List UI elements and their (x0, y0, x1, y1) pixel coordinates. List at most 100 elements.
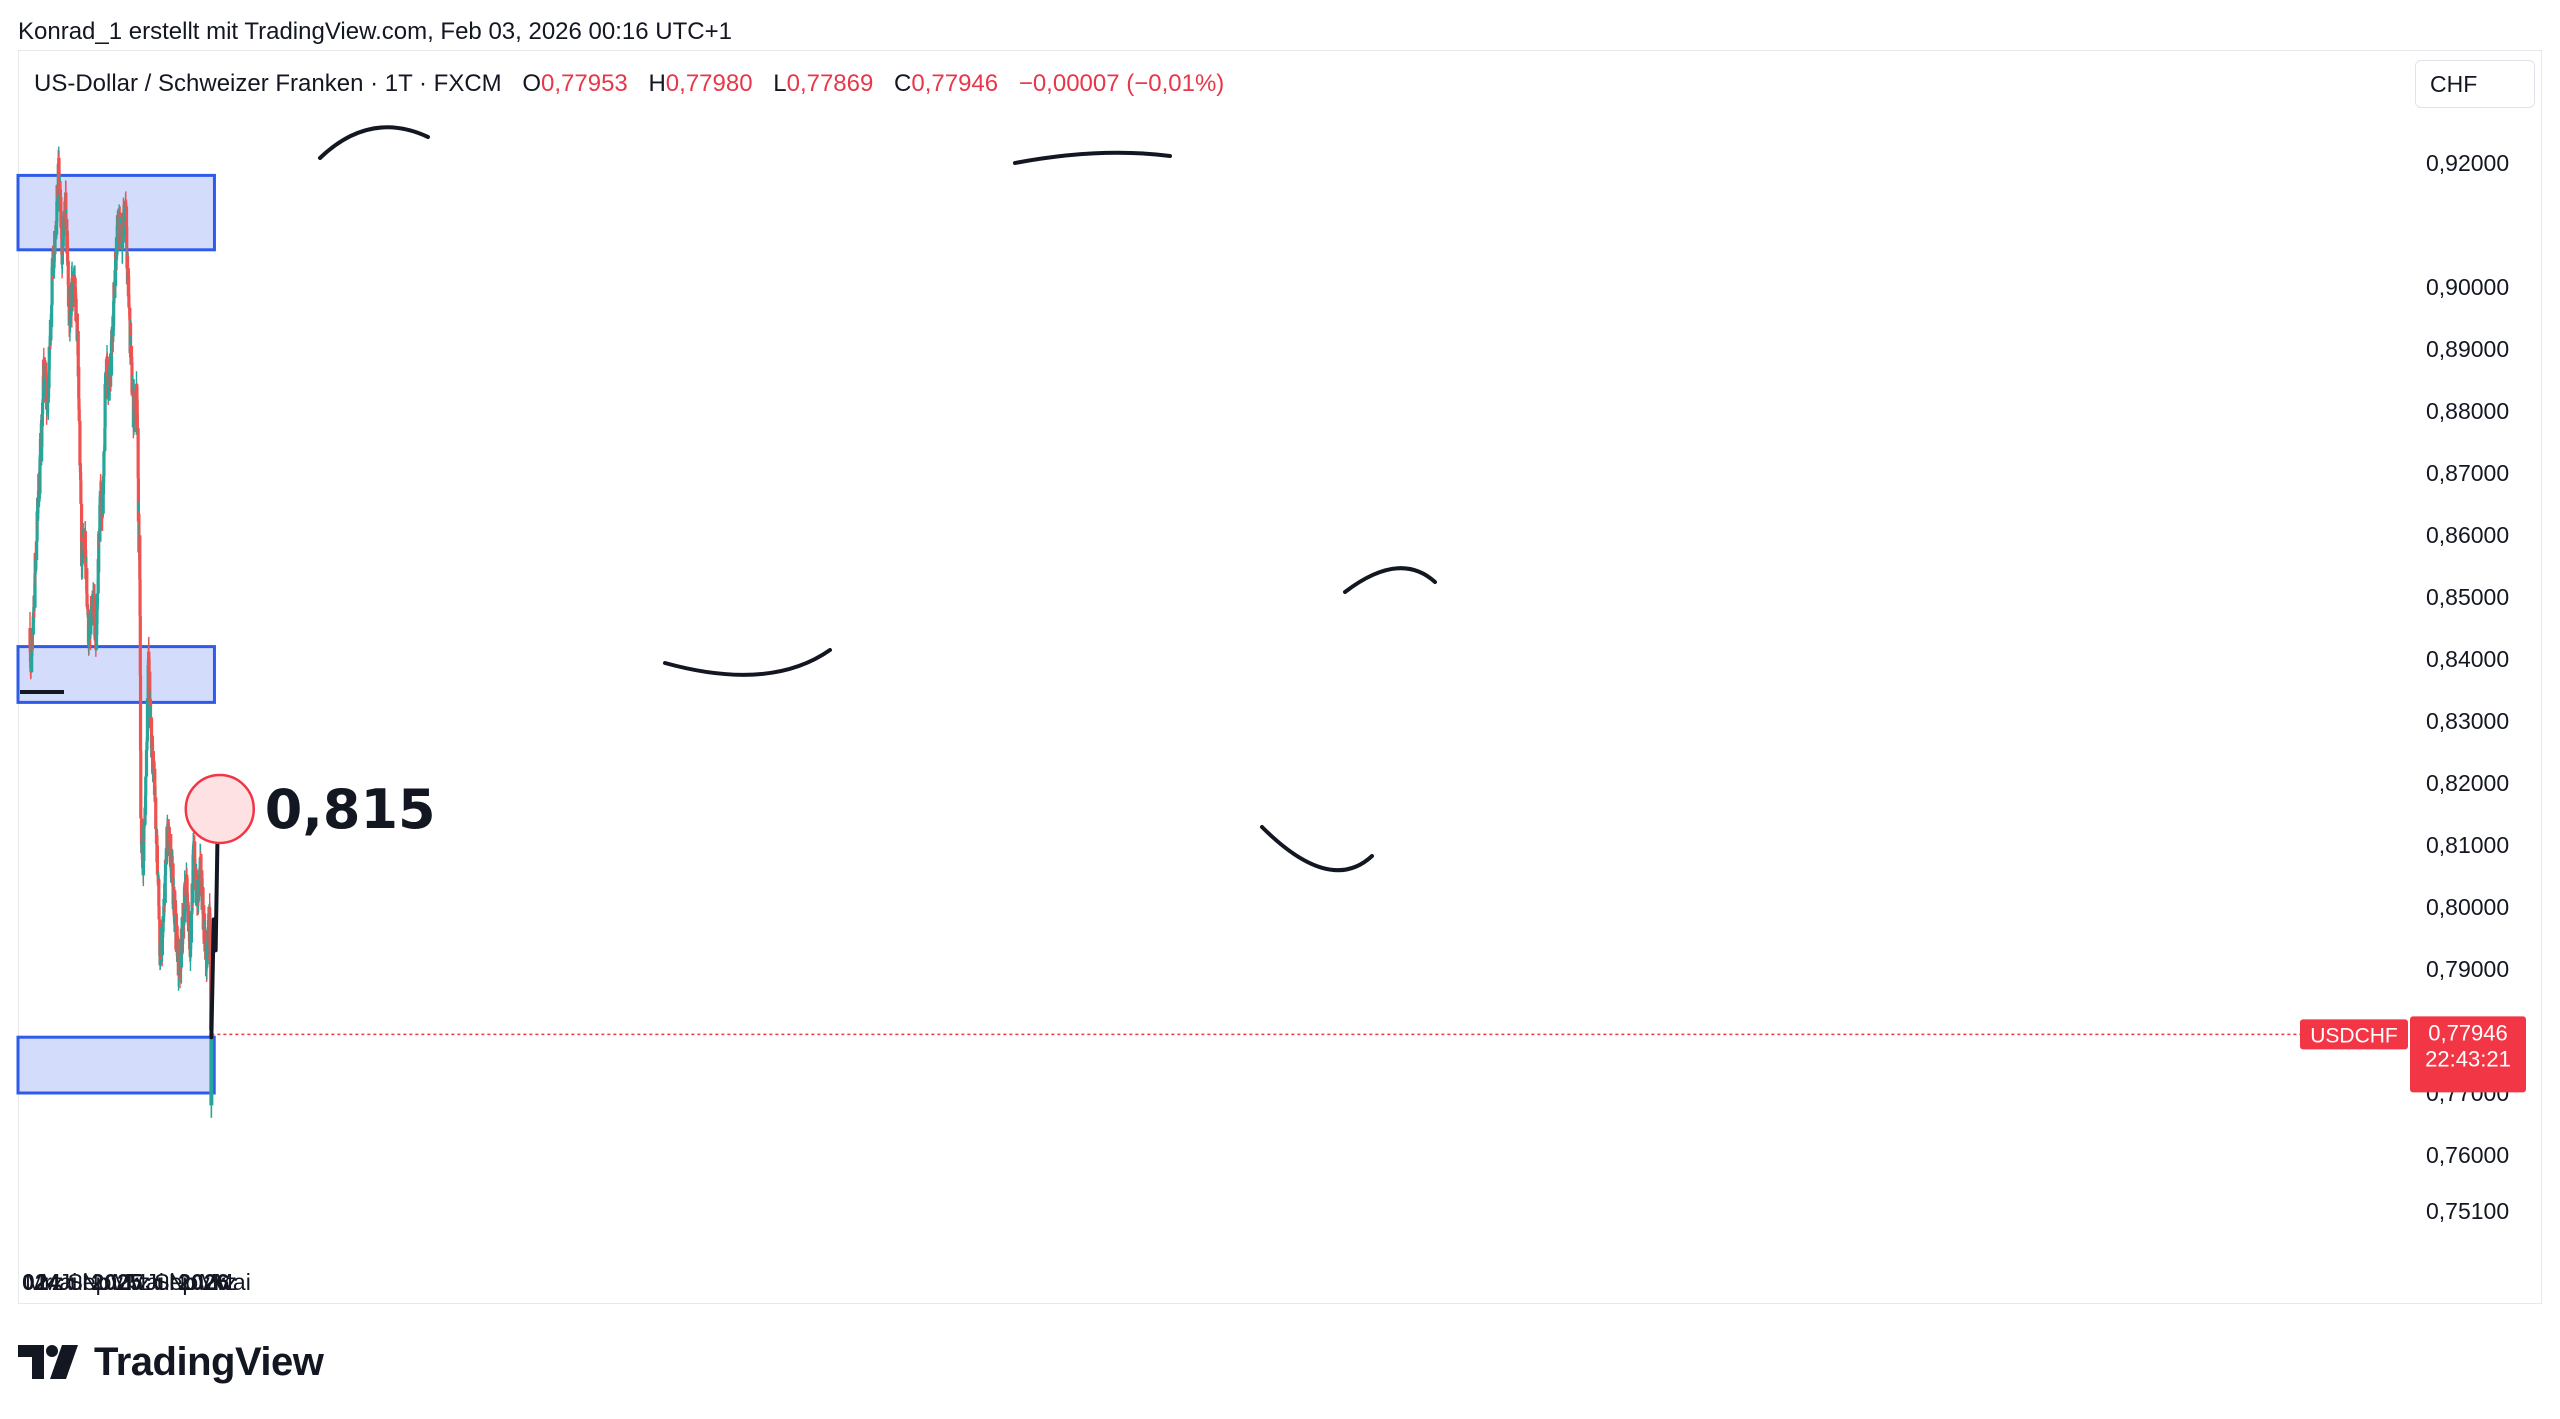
projection-path (209, 818, 220, 1040)
candle-body (105, 356, 109, 361)
candle-body (105, 360, 110, 377)
candle-body (54, 234, 58, 237)
currency-button[interactable]: CHF (2415, 60, 2535, 108)
zone-2 (16, 645, 216, 704)
candle-body (102, 452, 106, 477)
symbol-tag-bg (2300, 1019, 2408, 1050)
candle-body (138, 579, 142, 616)
candle-body (74, 302, 78, 321)
high-label: H (648, 70, 666, 97)
y-tick-label: 0,76000 (2426, 1142, 2509, 1168)
candle-body (101, 494, 105, 514)
candle-body (125, 227, 129, 251)
open-label: O (522, 70, 542, 97)
candle-body (197, 874, 201, 891)
candle-body (65, 245, 70, 261)
candle-body (199, 856, 203, 880)
candle-body (127, 275, 131, 295)
x-tick-label: Nov (169, 1269, 210, 1295)
low-label: L (773, 70, 787, 97)
x-tick-label: 2026 (178, 1269, 229, 1295)
candle-body (62, 216, 66, 228)
open-value: 0,77953 (541, 70, 628, 97)
y-tick-label: 0,88000 (2426, 398, 2509, 424)
x-tick-label: 024 (22, 1269, 61, 1295)
x-tick-label: Mai (127, 1269, 164, 1295)
candle-body (40, 414, 44, 447)
candle-body (49, 326, 53, 341)
candle-body (144, 776, 148, 796)
candle-body (209, 1034, 214, 1106)
drawn-arc-5 (1343, 566, 1437, 594)
candle-body (52, 254, 56, 262)
candle-body (64, 192, 68, 221)
candle-body (66, 260, 70, 285)
candle-body (127, 306, 131, 308)
candle (139, 738, 143, 822)
candle-body (97, 533, 101, 573)
candle (163, 875, 167, 906)
low-value: 0,77869 (786, 70, 874, 97)
y-tick-label: 0,75100 (2426, 1198, 2509, 1224)
candle (85, 561, 89, 596)
symbol-name[interactable]: US-Dollar / Schweizer Franken · 1T · FXC… (34, 70, 502, 97)
candle-body (95, 593, 100, 597)
candle-body (160, 932, 164, 955)
candle-body (138, 535, 142, 580)
candle-current (209, 1034, 214, 1118)
candle-body (208, 912, 212, 946)
candle-body (187, 917, 191, 928)
target-label: 0,815 (265, 778, 436, 841)
drawings-layer: 0,815 (20, 125, 2300, 1040)
candle-body (205, 944, 209, 965)
y-tick-label: 0,83000 (2426, 708, 2509, 734)
price-tag-countdown: 22:43:21 (2425, 1046, 2511, 1071)
tradingview-logo[interactable]: TradingView (18, 1338, 324, 1386)
x-tick-label: Jul (59, 1269, 88, 1295)
candle-body (128, 307, 132, 321)
tradingview-logo-icon (18, 1345, 78, 1379)
candle-body (103, 427, 107, 451)
candle-body (76, 331, 80, 377)
candle-body (33, 573, 37, 608)
price-tag-bg (2410, 1016, 2526, 1093)
candle-body (83, 531, 87, 550)
x-tick-label: Mrz (25, 1269, 63, 1295)
candle-body (77, 366, 81, 399)
candle (65, 243, 70, 262)
drawn-arc-2 (1013, 150, 1172, 165)
candle-body (147, 658, 151, 672)
candle (105, 360, 110, 379)
drawn-arc-4 (1260, 825, 1374, 873)
candle-body (135, 400, 139, 435)
candle-body (148, 671, 152, 706)
x-tick-label: Nov (82, 1269, 123, 1295)
high-value: 0,77980 (665, 70, 753, 97)
candle-body (189, 942, 193, 949)
candle-body (138, 615, 142, 676)
zones-layer (16, 173, 216, 1095)
candle-body (189, 911, 193, 943)
y-tick-label: 0,87000 (2426, 460, 2509, 486)
y-tick-label: 0,89000 (2426, 336, 2509, 362)
y-tick-label: 0,85000 (2426, 584, 2509, 610)
candle-body (89, 617, 93, 635)
candle-body (150, 735, 155, 753)
candle-body (47, 346, 51, 371)
candle-body (74, 292, 78, 303)
candle-body (50, 266, 54, 305)
candle-body (148, 698, 152, 701)
y-tick-label: 0,86000 (2426, 522, 2509, 548)
axes-layer: 0,92000 0,90000 0,89000 0,88000 0,87000 0,860… (22, 150, 2509, 1295)
candle-body (163, 875, 167, 903)
candle-body (139, 750, 143, 819)
candle (64, 181, 68, 221)
candle-body (85, 568, 89, 594)
candle-body (57, 158, 61, 181)
candle (160, 926, 164, 963)
candle-body (37, 493, 41, 499)
price-tag-value: 0,77946 (2428, 1020, 2508, 1045)
